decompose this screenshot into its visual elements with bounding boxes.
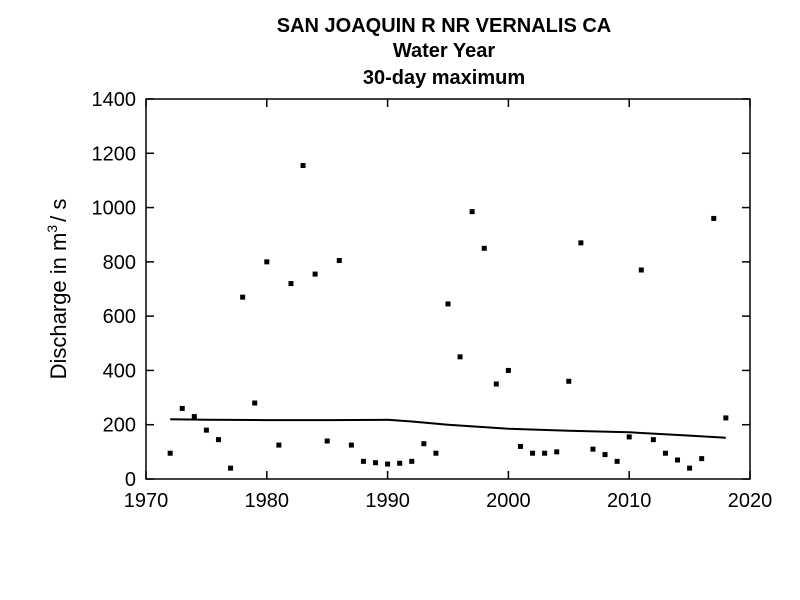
data-point xyxy=(300,163,306,168)
data-point xyxy=(614,458,620,464)
y-tick-label: 1000 xyxy=(92,198,137,220)
title-line-3: 30-day maximum xyxy=(363,67,525,89)
data-point xyxy=(493,381,499,387)
data-point xyxy=(433,450,439,456)
data-point xyxy=(542,450,548,456)
y-tick-label: 200 xyxy=(103,415,136,437)
data-point xyxy=(179,405,185,411)
y-tick-label: 400 xyxy=(103,360,136,382)
data-point xyxy=(373,460,379,466)
data-point xyxy=(397,460,403,466)
trend-line-series xyxy=(170,418,726,439)
data-point xyxy=(240,294,246,300)
data-point xyxy=(203,427,209,433)
data-point xyxy=(650,437,656,443)
y-axis-label-suffix: / s xyxy=(46,199,71,222)
data-point xyxy=(215,437,221,443)
data-point xyxy=(517,443,523,449)
data-point xyxy=(336,258,342,263)
x-tick-label: 1990 xyxy=(365,490,410,512)
data-point xyxy=(252,400,258,406)
x-axis: 1970 1980 1990 2000 2010 2020 xyxy=(124,99,773,512)
x-tick-label: 2010 xyxy=(607,490,652,512)
data-point xyxy=(638,267,644,273)
data-point xyxy=(360,458,366,464)
data-point xyxy=(409,458,415,464)
data-point xyxy=(312,271,318,277)
data-point xyxy=(469,209,475,215)
y-tick-label: 600 xyxy=(103,306,136,328)
data-point xyxy=(324,438,330,444)
data-point xyxy=(385,461,391,467)
data-point xyxy=(457,354,463,360)
trend-line xyxy=(170,418,726,439)
data-point xyxy=(264,259,270,265)
data-point xyxy=(191,414,197,420)
data-point xyxy=(505,367,511,373)
x-tick-label: 1970 xyxy=(124,490,169,512)
x-tick-label: 2020 xyxy=(728,490,773,512)
data-point xyxy=(626,434,632,440)
y-tick-label: 0 xyxy=(125,469,136,491)
data-point xyxy=(228,465,234,471)
y-axis-label-prefix: Discharge in m xyxy=(46,233,71,380)
data-point xyxy=(723,415,729,421)
title-line-1: SAN JOAQUIN R NR VERNALIS CA xyxy=(277,15,611,37)
y-axis-label-superscript: 3 xyxy=(44,225,60,233)
data-point xyxy=(711,215,717,221)
data-point xyxy=(288,281,294,287)
x-tick-label: 2000 xyxy=(486,490,531,512)
y-axis: 0 200 400 600 800 1000 1200 1400 xyxy=(92,89,750,491)
data-point xyxy=(566,378,572,384)
y-axis-label: Discharge in m3 / s xyxy=(44,199,71,380)
data-point xyxy=(578,240,584,246)
data-point xyxy=(602,452,608,458)
data-point xyxy=(348,442,354,448)
data-point xyxy=(276,442,282,448)
y-tick-label: 1400 xyxy=(92,89,137,111)
y-tick-label: 800 xyxy=(103,252,136,274)
data-point xyxy=(590,446,596,452)
chart-title: SAN JOAQUIN R NR VERNALIS CA Water Year … xyxy=(277,15,611,89)
data-point xyxy=(481,245,487,251)
title-line-2: Water Year xyxy=(393,40,496,62)
data-point xyxy=(421,441,427,447)
data-point xyxy=(675,457,681,463)
data-point xyxy=(699,456,705,462)
data-point xyxy=(687,465,693,471)
data-point xyxy=(554,449,560,455)
plot-frame xyxy=(145,98,751,480)
y-tick-label: 1200 xyxy=(92,143,137,165)
data-point xyxy=(167,450,173,456)
data-point xyxy=(662,450,668,456)
data-point xyxy=(530,450,536,456)
data-point xyxy=(445,301,451,307)
x-tick-label: 1980 xyxy=(245,490,290,512)
data-points-series xyxy=(167,163,729,471)
